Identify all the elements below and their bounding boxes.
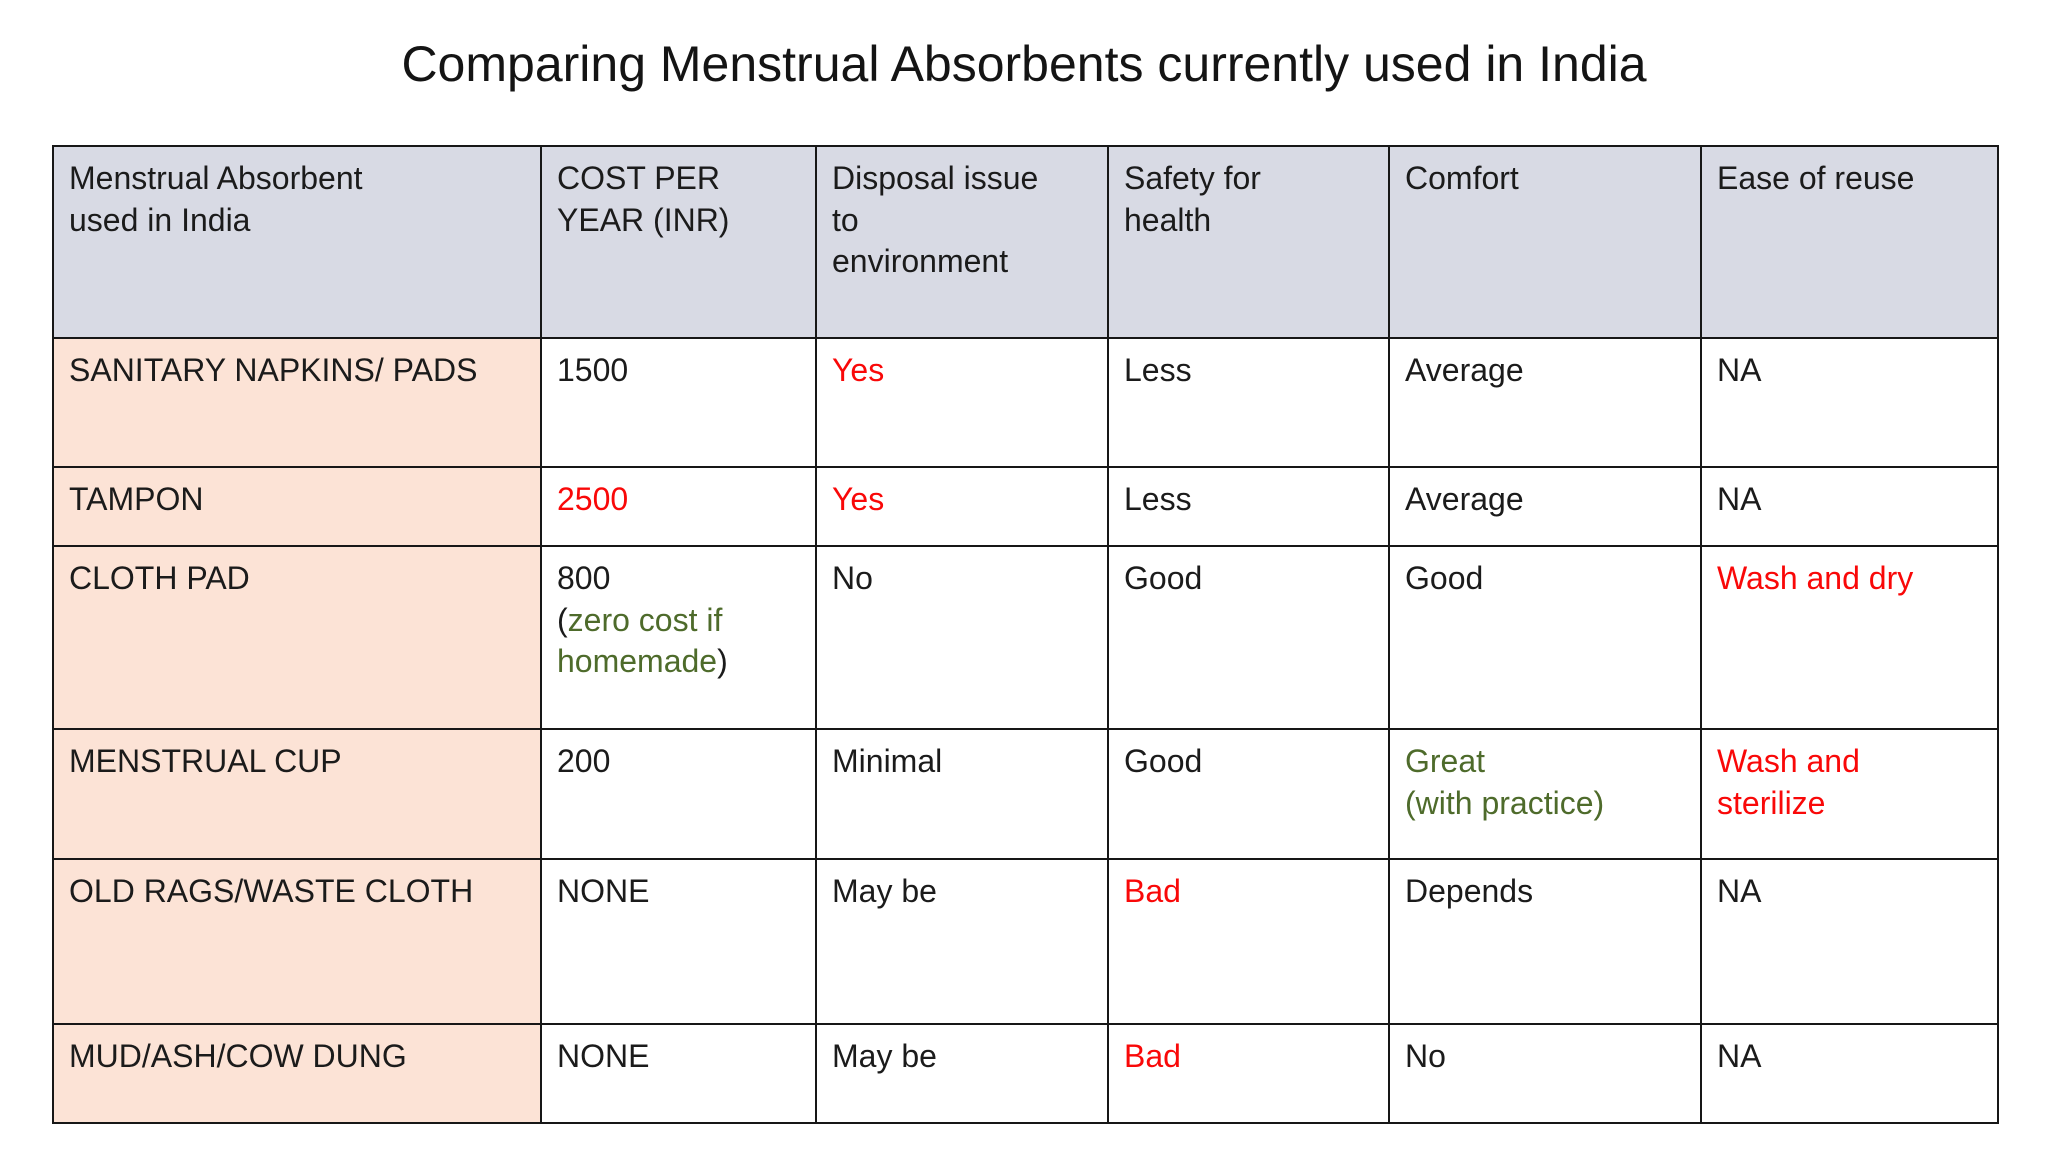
cell-text: 1500	[557, 352, 629, 388]
cell-text: 200	[557, 743, 611, 779]
cell-text: SANITARY NAPKINS/ PADS	[69, 352, 478, 388]
table-cell: NA	[1700, 466, 1999, 547]
cell-text: May be	[832, 1038, 937, 1074]
cell-text: No	[1405, 1038, 1446, 1074]
table-cell: 2500	[540, 466, 817, 547]
column-header-1: Menstrual Absorbent used in India	[52, 145, 542, 339]
table-cell: Good	[1388, 545, 1702, 730]
cell-text: May be	[832, 873, 937, 909]
table-cell: May be	[815, 1023, 1109, 1124]
table-cell: Good	[1107, 728, 1390, 860]
table-cell: Bad	[1107, 858, 1390, 1025]
table-cell: Depends	[1388, 858, 1702, 1025]
table-row: TAMPON 2500 Yes Less Average NA	[52, 466, 1999, 547]
row-header-cell: TAMPON	[52, 466, 542, 547]
cell-text: Good	[1124, 560, 1203, 596]
table-body: SANITARY NAPKINS/ PADS 1500 Yes Less Average…	[52, 337, 1999, 1124]
cell-text: Minimal	[832, 743, 943, 779]
column-header-5: Comfort	[1388, 145, 1702, 339]
table-cell: Bad	[1107, 1023, 1390, 1124]
cell-text: OLD RAGS/WASTE CLOTH	[69, 873, 474, 909]
header-row: Menstrual Absorbent used in India COST PE…	[52, 145, 1999, 339]
table-cell: May be	[815, 858, 1109, 1025]
table-cell: Yes	[815, 466, 1109, 547]
table-row: SANITARY NAPKINS/ PADS 1500 Yes Less Average…	[52, 337, 1999, 468]
cell-text: MENSTRUAL CUP	[69, 743, 342, 779]
cell-text: Good	[1124, 743, 1203, 779]
cell-text: Bad	[1124, 873, 1181, 909]
table-cell: Wash and sterilize	[1700, 728, 1999, 860]
cell-text: TAMPON	[69, 481, 204, 517]
cell-text: Great (with practice)	[1405, 743, 1605, 821]
page-title: Comparing Menstrual Absorbents currently…	[401, 36, 1647, 92]
table-cell: No	[815, 545, 1109, 730]
cell-text: No	[832, 560, 873, 596]
table-cell: Great (with practice)	[1388, 728, 1702, 860]
table-cell: Yes	[815, 337, 1109, 468]
table-cell: NONE	[540, 1023, 817, 1124]
cell-text: zero cost if homemade	[557, 601, 723, 680]
table-cell: Good	[1107, 545, 1390, 730]
column-header-6: Ease of reuse	[1700, 145, 1999, 339]
cell-text: Wash and sterilize	[1717, 743, 1860, 821]
cell-text: NONE	[557, 1038, 650, 1074]
table-cell: Average	[1388, 466, 1702, 547]
cell-text: Less	[1124, 352, 1192, 388]
table-cell: Less	[1107, 466, 1390, 547]
table-cell: No	[1388, 1023, 1702, 1124]
cell-text: Good	[1405, 560, 1484, 596]
table-row: MUD/ASH/COW DUNG NONE May be Bad No NA	[52, 1023, 1999, 1124]
row-header-cell: CLOTH PAD	[52, 545, 542, 730]
cell-text: 2500	[557, 481, 629, 517]
cell-text: Average	[1405, 481, 1524, 517]
cell-text: NA	[1717, 481, 1762, 517]
table-row: MENSTRUAL CUP 200 Minimal Good Great (with p…	[52, 728, 1999, 860]
row-header-cell: OLD RAGS/WASTE CLOTH	[52, 858, 542, 1025]
row-header-cell: MUD/ASH/COW DUNG	[52, 1023, 542, 1124]
table-cell: Less	[1107, 337, 1390, 468]
cell-text: NA	[1717, 873, 1762, 909]
table-cell: Minimal	[815, 728, 1109, 860]
comparison-table: Menstrual Absorbent used in India COST PE…	[52, 145, 1999, 1124]
cell-text: )	[717, 643, 728, 680]
table-cell: 1500	[540, 337, 817, 468]
table-cell: NA	[1700, 1023, 1999, 1124]
cell-text: NONE	[557, 873, 650, 909]
column-header-2: COST PER YEAR (INR)	[540, 145, 817, 339]
table-cell: NA	[1700, 858, 1999, 1025]
row-header-cell: MENSTRUAL CUP	[52, 728, 542, 860]
table-cell: NONE	[540, 858, 817, 1025]
table-cell: NA	[1700, 337, 1999, 468]
table-cell: 200	[540, 728, 817, 860]
cell-text: Yes	[832, 481, 885, 517]
cell-text: Wash and dry	[1717, 560, 1914, 596]
table-cell: Average	[1388, 337, 1702, 468]
table-row: CLOTH PAD 800 (zero cost if homemade) No Go…	[52, 545, 1999, 730]
cell-text: Bad	[1124, 1038, 1181, 1074]
cell-text: Depends	[1405, 873, 1534, 909]
cell-text: NA	[1717, 1038, 1762, 1074]
row-header-cell: SANITARY NAPKINS/ PADS	[52, 337, 542, 468]
table-row: OLD RAGS/WASTE CLOTH NONE May be Bad Depends…	[52, 858, 1999, 1025]
table-cell: 800 (zero cost if homemade)	[540, 545, 817, 730]
cell-text: Average	[1405, 352, 1524, 388]
cell-text: NA	[1717, 352, 1762, 388]
cell-text: 800 (	[557, 560, 611, 638]
cell-text: MUD/ASH/COW DUNG	[69, 1038, 407, 1074]
column-header-3: Disposal issue to environment	[815, 145, 1109, 339]
column-header-4: Safety for health	[1107, 145, 1390, 339]
cell-text: Yes	[832, 352, 885, 388]
cell-text: CLOTH PAD	[69, 560, 250, 596]
cell-text: Less	[1124, 481, 1192, 517]
table-cell: Wash and dry	[1700, 545, 1999, 730]
